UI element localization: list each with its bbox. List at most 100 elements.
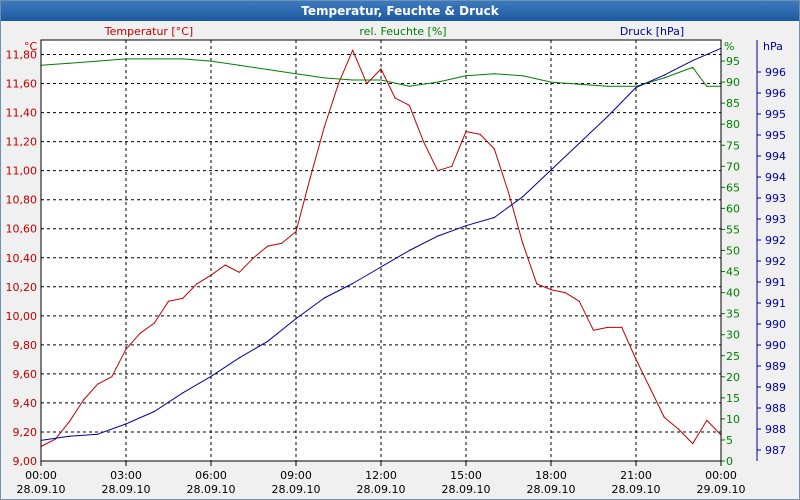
temperature-point: [706, 419, 708, 421]
y-left-tick-label: 11,20: [6, 136, 38, 149]
temperature-point: [607, 326, 609, 328]
y-right2-tick-label: 995: [765, 108, 786, 121]
y-left-tick-label: 9,80: [13, 339, 38, 352]
temperature-point: [677, 428, 680, 430]
pressure-point: [352, 282, 354, 285]
pressure-point: [437, 235, 439, 237]
y-right2-tick-label: 992: [765, 234, 786, 247]
y-left-tick-label: 10,00: [6, 310, 38, 323]
x-tick-time: 03:00: [110, 469, 142, 482]
y-right1-tick-label: 5: [726, 434, 733, 447]
pressure-point: [493, 216, 495, 219]
humidity-point: [635, 85, 637, 87]
humidity-point: [692, 66, 694, 68]
temperature-point: [507, 191, 510, 193]
y-right1-tick-label: 90: [726, 76, 740, 89]
x-tick-time: 00:00: [705, 469, 737, 482]
temperature-point: [337, 83, 340, 85]
temperature-point: [309, 177, 311, 179]
y-right2-tick-label: 989: [765, 360, 786, 373]
y-right1-tick-label: 30: [726, 329, 740, 342]
temperature-point: [451, 165, 453, 167]
y-right1-tick-label: 40: [726, 287, 740, 300]
y-right2-tick-label: 987: [765, 444, 786, 457]
temperature-point: [578, 300, 580, 302]
y-right1-tick-label: 45: [726, 266, 740, 279]
humidity-point: [550, 81, 552, 83]
y-right2-tick-label: 996: [765, 87, 786, 100]
pressure-point: [550, 169, 552, 171]
y-right1-tick-label: 20: [726, 371, 740, 384]
temperature-point: [663, 416, 665, 418]
temperature-point: [97, 383, 99, 385]
x-tick-time: 15:00: [450, 469, 482, 482]
y-right2-unit: hPa: [763, 40, 783, 53]
temperature-point: [522, 242, 524, 244]
pressure-point: [522, 196, 524, 198]
pressure-point: [465, 225, 467, 227]
plot-border: [40, 39, 722, 462]
x-tick-time: 21:00: [620, 469, 652, 482]
grid-lines: [41, 40, 721, 462]
pressure-point: [323, 297, 325, 299]
x-tick-time: 12:00: [365, 469, 397, 482]
y-left-tick-label: 11,40: [6, 107, 38, 120]
x-tick-date: 28.09.10: [612, 483, 661, 496]
y-left-tick-label: 9,20: [13, 426, 38, 439]
series-lines: [40, 47, 722, 448]
temperature-point: [352, 49, 354, 51]
y-right2-tick-label: 990: [765, 318, 786, 331]
temperature-point: [394, 97, 396, 99]
temperature-point: [536, 283, 538, 285]
humidity-point: [97, 60, 99, 62]
y-right2-tick-label: 989: [765, 381, 786, 394]
humidity-point: [380, 79, 382, 81]
pressure-point: [238, 357, 240, 359]
humidity-point: [607, 85, 609, 87]
pressure-point: [607, 115, 609, 117]
temperature-point: [635, 358, 637, 360]
x-tick-time: 09:00: [280, 469, 312, 482]
y-right2-tick-label: 988: [765, 402, 786, 415]
pressure-point: [635, 86, 637, 89]
y-right1-tick-label: 0: [726, 455, 733, 468]
temperature-point: [323, 126, 325, 128]
y-right2-tick-label: 994: [765, 150, 786, 163]
temperature-point: [238, 271, 240, 273]
humidity-point: [408, 85, 410, 87]
humidity-point: [706, 85, 708, 87]
y-right1-tick-label: 55: [726, 223, 740, 236]
pressure-point: [408, 249, 410, 252]
humidity-point: [182, 58, 184, 60]
y-right2-tick-label: 993: [765, 192, 786, 205]
temperature-point: [564, 292, 566, 294]
y-right1-tick-label: 25: [726, 350, 740, 363]
temperature-point: [493, 148, 495, 150]
temperature-point: [139, 332, 141, 334]
x-tick-time: 06:00: [195, 469, 227, 482]
y-right1-tick-label: 85: [726, 97, 740, 110]
pressure-point: [692, 60, 694, 62]
y-left-tick-label: 10,80: [6, 194, 38, 207]
x-tick-date: 28.09.10: [17, 483, 66, 496]
y-left-tick-label: 9,00: [13, 455, 38, 468]
x-tick-time: 18:00: [535, 469, 567, 482]
pressure-point: [578, 142, 580, 144]
y-right1-tick-label: 35: [726, 308, 740, 321]
y-right2-tick-label: 993: [765, 213, 786, 226]
temperature-point: [692, 443, 694, 445]
y-left-axis-title: Temperatur [°C]: [104, 25, 193, 38]
temperature-point: [167, 300, 170, 302]
pressure-point: [295, 318, 297, 320]
pressure-point: [97, 433, 99, 435]
humidity-point: [323, 77, 325, 79]
temperature-point: [210, 274, 212, 276]
temperature-point: [252, 257, 255, 259]
temperature-point: [649, 387, 651, 389]
temperature-point: [295, 231, 297, 233]
humidity-point: [578, 83, 580, 85]
y-right1-tick-label: 75: [726, 139, 740, 152]
y-right2-tick-label: 996: [765, 66, 786, 79]
x-tick-date: 28.09.10: [102, 483, 151, 496]
